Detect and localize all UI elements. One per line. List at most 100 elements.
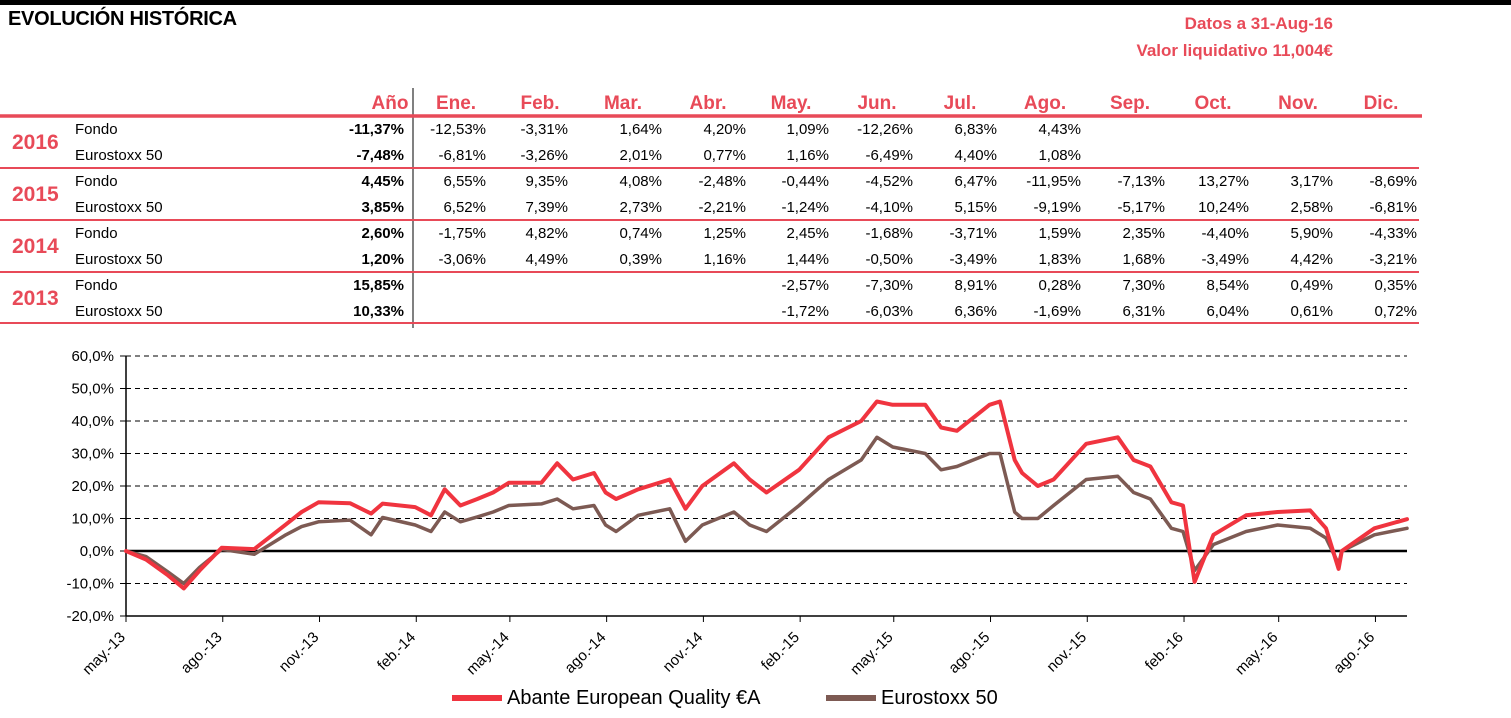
y-tick-label: 10,0% bbox=[71, 511, 114, 528]
year-label: 2014 bbox=[12, 235, 59, 258]
annual-return: 1,20% bbox=[361, 251, 404, 268]
monthly-return: 4,40% bbox=[954, 147, 997, 164]
month-header: Mar. bbox=[604, 93, 642, 114]
monthly-return: -2,57% bbox=[781, 277, 829, 294]
y-tick-label: 40,0% bbox=[71, 413, 114, 430]
monthly-return: 1,08% bbox=[1038, 147, 1081, 164]
month-header: Oct. bbox=[1195, 93, 1232, 114]
monthly-return: 1,16% bbox=[703, 251, 746, 268]
x-tick-label: ago.-16 bbox=[1330, 629, 1378, 677]
monthly-return: -3,71% bbox=[949, 225, 997, 242]
row-label: Eurostoxx 50 bbox=[75, 147, 163, 164]
x-tick-label: ago.-15 bbox=[945, 629, 993, 677]
monthly-return: 0,49% bbox=[1290, 277, 1333, 294]
monthly-return: -4,33% bbox=[1369, 225, 1417, 242]
monthly-return: -0,50% bbox=[865, 251, 913, 268]
monthly-return: 6,47% bbox=[954, 173, 997, 190]
series-line bbox=[124, 435, 1409, 586]
monthly-return: 6,04% bbox=[1206, 303, 1249, 320]
monthly-return: 8,91% bbox=[954, 277, 997, 294]
x-tick-label: feb.-15 bbox=[758, 629, 803, 674]
monthly-return: 2,35% bbox=[1122, 225, 1165, 242]
monthly-return: -1,69% bbox=[1033, 303, 1081, 320]
monthly-return: 4,49% bbox=[525, 251, 568, 268]
month-header: Jul. bbox=[944, 93, 977, 114]
month-header: Feb. bbox=[520, 93, 559, 114]
monthly-return: -3,21% bbox=[1369, 251, 1417, 268]
monthly-return: 0,35% bbox=[1374, 277, 1417, 294]
monthly-return: -8,69% bbox=[1369, 173, 1417, 190]
monthly-return: 1,25% bbox=[703, 225, 746, 242]
monthly-return: -6,49% bbox=[865, 147, 913, 164]
x-tick-label: may.-13 bbox=[79, 629, 129, 679]
year-label: 2015 bbox=[12, 183, 59, 206]
monthly-return: -2,21% bbox=[698, 199, 746, 216]
month-header: Jun. bbox=[857, 93, 896, 114]
series-line bbox=[124, 399, 1409, 591]
monthly-return: 4,20% bbox=[703, 121, 746, 138]
monthly-return: 1,64% bbox=[619, 121, 662, 138]
monthly-return: 2,45% bbox=[786, 225, 829, 242]
top-rule bbox=[0, 0, 1511, 5]
monthly-return: 7,39% bbox=[525, 199, 568, 216]
y-tick-label: 20,0% bbox=[71, 478, 114, 495]
y-tick-label: 60,0% bbox=[71, 348, 114, 365]
monthly-return: -1,72% bbox=[781, 303, 829, 320]
monthly-return: 0,74% bbox=[619, 225, 662, 242]
monthly-return: -6,81% bbox=[438, 147, 486, 164]
monthly-return: 6,52% bbox=[443, 199, 486, 216]
monthly-return: -1,24% bbox=[781, 199, 829, 216]
annual-return: 4,45% bbox=[361, 173, 404, 190]
x-tick-label: feb.-16 bbox=[1142, 629, 1187, 674]
monthly-return: 13,27% bbox=[1198, 173, 1249, 190]
monthly-return: 9,35% bbox=[525, 173, 568, 190]
x-tick-label: ago.-14 bbox=[561, 629, 609, 677]
monthly-return: -1,68% bbox=[865, 225, 913, 242]
monthly-return: 5,15% bbox=[954, 199, 997, 216]
monthly-return: -2,48% bbox=[698, 173, 746, 190]
annual-return: 2,60% bbox=[361, 225, 404, 242]
row-label: Fondo bbox=[75, 173, 118, 190]
monthly-return: -9,19% bbox=[1033, 199, 1081, 216]
monthly-return: -12,26% bbox=[857, 121, 913, 138]
monthly-return: 8,54% bbox=[1206, 277, 1249, 294]
monthly-return: -6,03% bbox=[865, 303, 913, 320]
annual-return: 3,85% bbox=[361, 199, 404, 216]
legend-label: Abante European Quality €A bbox=[507, 687, 761, 709]
month-header: Sep. bbox=[1110, 93, 1150, 114]
monthly-return: -12,53% bbox=[430, 121, 486, 138]
monthly-return: -3,26% bbox=[520, 147, 568, 164]
monthly-return: 1,09% bbox=[786, 121, 829, 138]
monthly-return: 2,58% bbox=[1290, 199, 1333, 216]
row-label: Fondo bbox=[75, 225, 118, 242]
annual-return: 10,33% bbox=[353, 303, 404, 320]
y-tick-label: -10,0% bbox=[66, 576, 114, 593]
monthly-return: -7,30% bbox=[865, 277, 913, 294]
month-header: Ago. bbox=[1024, 93, 1066, 114]
annual-return: 15,85% bbox=[353, 277, 404, 294]
month-header: Nov. bbox=[1278, 93, 1318, 114]
monthly-return: -4,40% bbox=[1201, 225, 1249, 242]
monthly-return: -0,44% bbox=[781, 173, 829, 190]
month-header: May. bbox=[771, 93, 812, 114]
report-meta: Datos a 31-Aug-16 Valor liquidativo 11,0… bbox=[1136, 10, 1333, 64]
monthly-return: 10,24% bbox=[1198, 199, 1249, 216]
month-header: Abr. bbox=[690, 93, 727, 114]
y-tick-label: 0,0% bbox=[80, 543, 114, 560]
monthly-return: 1,83% bbox=[1038, 251, 1081, 268]
monthly-return: 6,83% bbox=[954, 121, 997, 138]
monthly-return: 6,55% bbox=[443, 173, 486, 190]
x-tick-label: nov.-15 bbox=[1043, 629, 1090, 676]
nav-value: Valor liquidativo 11,004€ bbox=[1136, 41, 1333, 60]
y-tick-label: -20,0% bbox=[66, 608, 114, 625]
y-tick-label: 30,0% bbox=[71, 446, 114, 463]
monthly-return: -5,17% bbox=[1117, 199, 1165, 216]
x-tick-label: may.-14 bbox=[463, 629, 513, 679]
monthly-return: -6,81% bbox=[1369, 199, 1417, 216]
row-label: Eurostoxx 50 bbox=[75, 251, 163, 268]
monthly-return: 1,44% bbox=[786, 251, 829, 268]
monthly-return: 4,08% bbox=[619, 173, 662, 190]
year-label: 2016 bbox=[12, 131, 59, 154]
row-label: Fondo bbox=[75, 121, 118, 138]
monthly-return: 1,59% bbox=[1038, 225, 1081, 242]
